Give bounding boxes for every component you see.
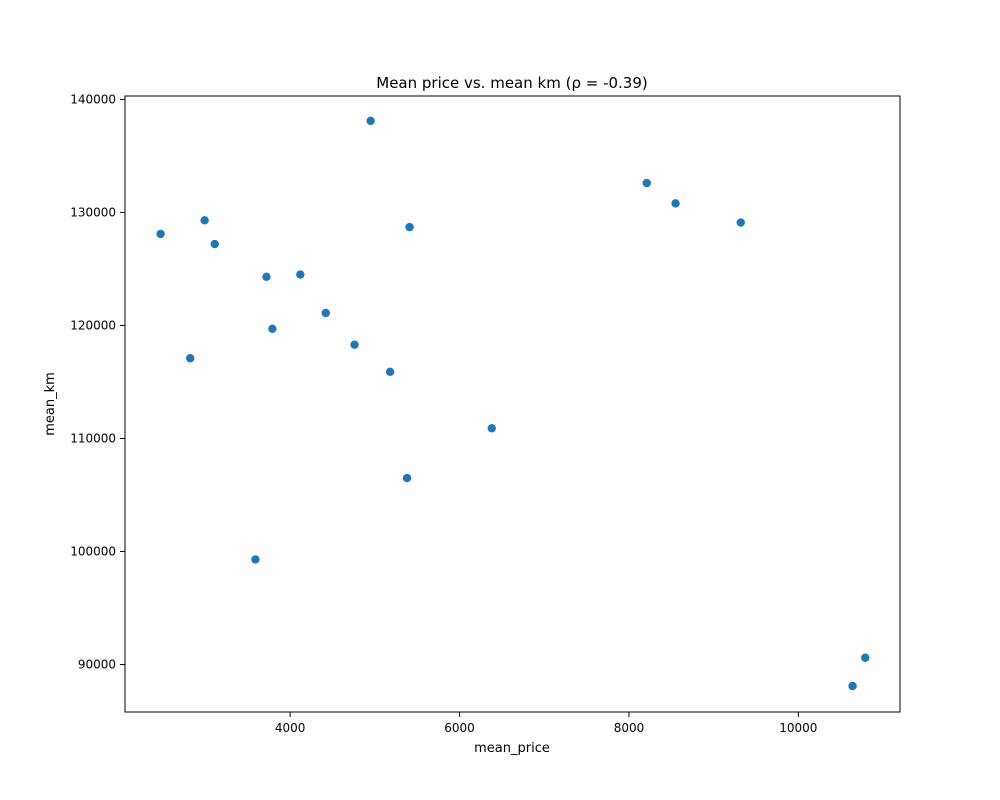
data-point-0-2 <box>200 216 209 225</box>
data-point-0-3 <box>210 239 219 249</box>
x-axis-label: mean_price <box>474 741 550 756</box>
data-point-0-12 <box>402 473 412 483</box>
data-point-0-13 <box>405 222 414 232</box>
x-tick-label-0: 4000 <box>275 721 306 735</box>
data-point-0-18 <box>848 681 857 691</box>
data-point-0-19 <box>861 653 870 662</box>
data-point-0-6 <box>268 324 277 334</box>
data-point-0-15 <box>642 178 651 188</box>
y-tick-label-3: 120000 <box>70 318 116 332</box>
chart-title: Mean price vs. mean km (ρ = -0.39) <box>376 74 647 92</box>
data-point-0-17 <box>736 218 745 227</box>
plot-area <box>124 95 901 713</box>
data-point-0-8 <box>321 308 330 318</box>
x-tick-label-1: 6000 <box>444 721 475 735</box>
y-tick-label-2: 110000 <box>70 431 116 445</box>
y-tick-label-4: 130000 <box>70 205 116 219</box>
x-axis-ticks: 4000 6000 8000 10000 <box>275 712 817 735</box>
y-tick-label-1: 100000 <box>70 545 116 559</box>
data-point-0-9 <box>350 340 359 349</box>
data-point-0-4 <box>251 555 260 564</box>
data-point-0-7 <box>296 270 305 279</box>
data-point-0-5 <box>262 272 271 282</box>
y-tick-label-0: 90000 <box>78 658 116 672</box>
x-tick-label-3: 10000 <box>779 721 817 735</box>
y-tick-label-5: 140000 <box>70 92 116 106</box>
data-points <box>156 116 870 691</box>
data-point-0-0 <box>156 229 165 239</box>
data-point-0-14 <box>487 424 496 433</box>
y-axis-label: mean_km <box>43 372 58 436</box>
data-point-0-16 <box>671 199 680 208</box>
data-point-0-1 <box>186 354 195 363</box>
y-axis-ticks: 90000 100000 110000 120000 130000 140000 <box>70 92 125 672</box>
data-point-0-11 <box>385 367 395 376</box>
data-point-0-10 <box>366 116 375 126</box>
x-tick-label-2: 8000 <box>614 721 645 735</box>
